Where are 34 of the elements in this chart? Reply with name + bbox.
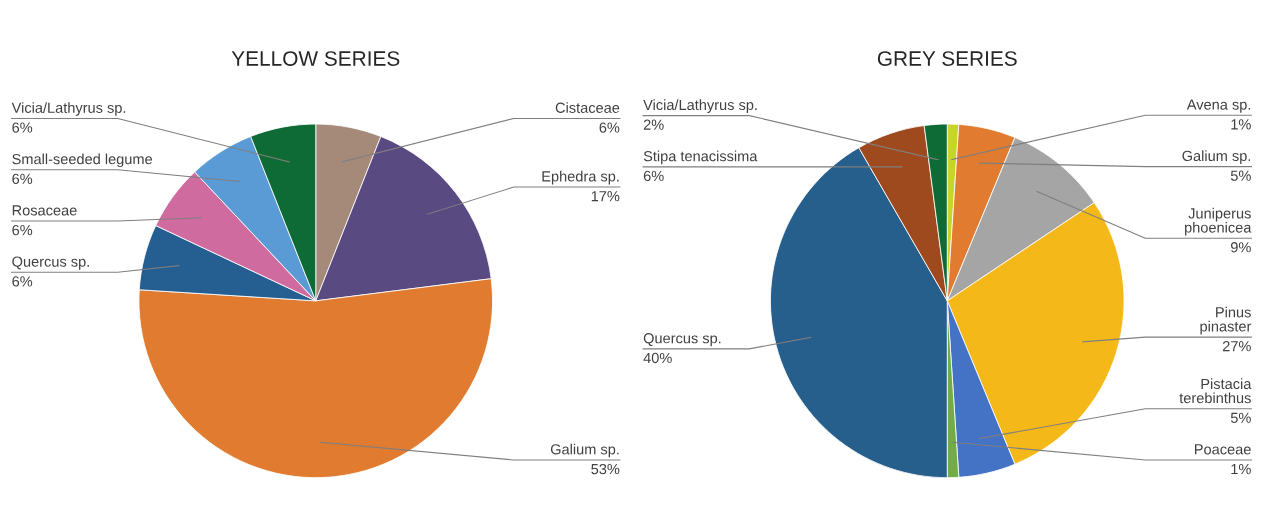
data-label: 2% (643, 119, 664, 130)
slice-label: Galium sp. (550, 443, 619, 458)
data-label: 6% (12, 122, 33, 133)
data-label: 17% (591, 191, 620, 202)
slice-label: Ephedra sp. (542, 170, 619, 185)
slice-label: Pistacia terebinthus (1179, 378, 1252, 404)
slice-label: Stipa tenacissima (643, 150, 758, 165)
data-label: 27% (1222, 341, 1251, 352)
slice-label: Small-seeded legume (12, 153, 153, 168)
data-label: 6% (12, 276, 33, 287)
data-label: 5% (1230, 412, 1251, 423)
slice-label: Quercus sp. (12, 256, 89, 270)
data-label: 40% (643, 352, 672, 364)
slice-label: Cistaceae (555, 102, 620, 113)
slice-label: Rosaceae (12, 205, 77, 216)
data-label: 6% (643, 170, 664, 182)
data-label: 9% (1230, 242, 1251, 253)
data-label: 1% (1231, 463, 1251, 475)
data-label: 5% (1230, 170, 1251, 181)
chart-title: YELLOW SERIES (231, 51, 400, 66)
slice-label: Vicia/Lathyrus sp. (11, 102, 126, 116)
data-label: 1% (1231, 119, 1251, 130)
chart-title: GREY SERIES (877, 51, 1017, 66)
slice-label: Galium sp. (1182, 150, 1251, 164)
slice-label: Poaceae (1195, 444, 1251, 455)
data-label: 6% (599, 122, 620, 133)
slice-label: Juniperus phoenicea (1185, 207, 1252, 236)
data-label: 6% (12, 224, 33, 236)
slice-label: Vicia/Lathyrus sp. (643, 99, 757, 113)
data-label: 6% (12, 173, 33, 185)
slice-label: Avena sp. (1186, 99, 1251, 113)
slice-label: Pinus pinaster (1200, 306, 1252, 335)
slice-label: Quercus sp. (643, 333, 721, 347)
data-label: 53% (591, 463, 620, 475)
